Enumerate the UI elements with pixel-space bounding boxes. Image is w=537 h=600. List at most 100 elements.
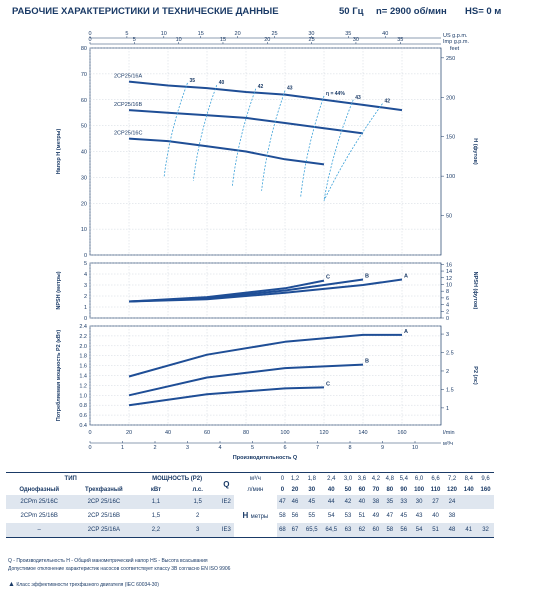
right-axis-tick-label: 100 [446,174,455,180]
right-axis-tick-label: 250 [446,56,455,62]
three-phase-cell: 2CP 25/16A [87,526,120,533]
y-tick-label: 2 [84,294,87,300]
y-tick-label: 30 [81,175,87,181]
q-m3h-cell: 3,6 [357,475,367,482]
kw-cell: 1,1 [151,499,161,505]
efficiency-isoline [300,95,325,198]
q-lmin-cell: 70 [372,486,380,493]
y-tick-label: 0.8 [79,403,87,409]
y-tick-label: 1.8 [79,354,87,360]
right-axis-tick-label: 1 [446,406,449,412]
h-cell [460,509,477,523]
q-lmin-cell: 160 [480,486,491,493]
single-phase-cell: 2CPm 25/16B [20,513,58,519]
h-cell: 30 [415,499,423,505]
q-m3h-cell: 7,2 [447,475,457,482]
top-axis-tick-label: 25 [271,31,277,37]
top-axis-tick-label: 5 [125,31,128,37]
series-line [128,137,325,166]
y-axis-title: Потребляемая мощность P2 (кВт) [55,330,62,422]
series-label: B [365,359,369,365]
right-axis-tick-label: 2 [446,309,449,315]
series-line [128,363,364,397]
y-tick-label: 1.4 [79,374,87,380]
h-cell: 63 [344,526,352,533]
single-phase-cell: – [37,526,41,533]
chart-header: РАБОЧИЕ ХАРАКТЕРИСТИКИ И ТЕХНИЧЕСКИЕ ДАН… [0,6,537,20]
h-cell: 40 [432,513,439,519]
y-axis-title-right: H (футов) [472,138,479,165]
y-tick-label: 0.6 [79,413,87,419]
series-label: C [326,275,330,281]
h-cell: 38 [372,499,380,505]
h-cell: 41 [465,526,473,533]
h-cell: 68 [279,526,286,533]
m3h-tick-label: 9 [381,445,384,451]
q-lmin-cell: 80 [386,486,394,493]
right-axis-tick-label: 6 [446,296,449,302]
h-cell: 54 [415,526,423,533]
h-cell: 32 [482,526,489,533]
top-axis-tick-label: 10 [161,31,167,37]
y-tick-label: 50 [81,124,87,130]
y-tick-label: 0 [84,316,87,322]
y-tick-label: 4 [84,272,87,278]
table-row: 2CPm 25/16B 2CP 25/16B 1,5 2 58 56 55 54… [6,509,494,523]
q-lmin-cell: 20 [291,486,299,493]
efficiency-isoline [323,103,383,201]
type-header: ТИП [64,475,77,482]
y-tick-label: 80 [81,46,87,52]
right-axis-tick-label: 200 [446,95,455,101]
right-axis-tick-label: 8 [446,289,449,295]
q-lmin-cell: 120 [447,486,458,493]
hp-cell: 3 [196,526,200,533]
series-label: 2CP25/16A [114,74,142,80]
h-cell: 47 [279,499,286,505]
h-cell: 65,5 [305,526,318,533]
q-m3h-cell: 1,2 [290,475,300,482]
h-cell: 48 [448,526,456,533]
pump-data-table: ТИП МОЩНОСТЬ (P2) Q м³/ч 0 1,2 1,8 2,4 3… [6,472,494,538]
efficiency-isoline [261,90,286,191]
right-axis-tick-label: 0 [446,316,449,322]
m3h-tick-label: 1 [121,445,124,451]
h-cell [477,509,494,523]
top-axis-tick-label: 35 [397,37,403,43]
top-axis-tick-label: 0 [88,31,91,37]
x-tick-label: 40 [165,430,171,436]
q-m3h-cell: 4,2 [371,475,381,482]
x-axis-title: Производительность Q [233,455,298,461]
q-m3h-cell: 4,8 [385,475,394,482]
three-phase-cell: 2CP 25/16B [87,513,120,519]
h-cell: 58 [279,513,286,519]
h-cell: 27 [432,499,439,505]
h-cell: 38 [448,513,456,519]
q-lmin-cell: 140 [463,486,474,493]
h-unit: метры [250,514,269,521]
ie-cell: IE2 [221,499,231,505]
h-cell: 64,5 [325,526,338,533]
y-tick-label: 10 [81,227,87,233]
h-cell [477,495,494,509]
footer-legend: Q - Производительность H - Общий маномет… [8,558,208,564]
series-label: A [404,329,408,335]
y-tick-label: 2.2 [79,334,87,340]
x-axis-unit: l/min [443,430,455,436]
kw-header: кВт [150,486,162,493]
h-cell: 55 [308,513,316,519]
hp-header: л.с. [192,486,203,493]
series-line [128,279,325,303]
axes-group: 0 5 10 15 20 25 30 35 40 US g.p.m.0 5 10 15 20 25 30 35 I… [55,31,479,461]
series-label: B [365,274,369,280]
q-m3h-cell: 5,4 [399,475,408,482]
q-unit-lmin: л/мин [247,486,264,493]
h-cell: 49 [372,513,380,519]
series-label: 2CP25/16B [114,102,142,108]
q-unit-m3h: м³/ч [249,475,261,482]
efficiency-label: 42 [258,84,264,90]
top-axis-tick-label: 35 [345,31,351,37]
h-cell: 43 [415,513,423,519]
m3h-tick-label: 7 [316,445,319,451]
top-axis-unit: US g.p.m. [443,33,468,39]
kw-cell: 2,2 [151,526,161,533]
